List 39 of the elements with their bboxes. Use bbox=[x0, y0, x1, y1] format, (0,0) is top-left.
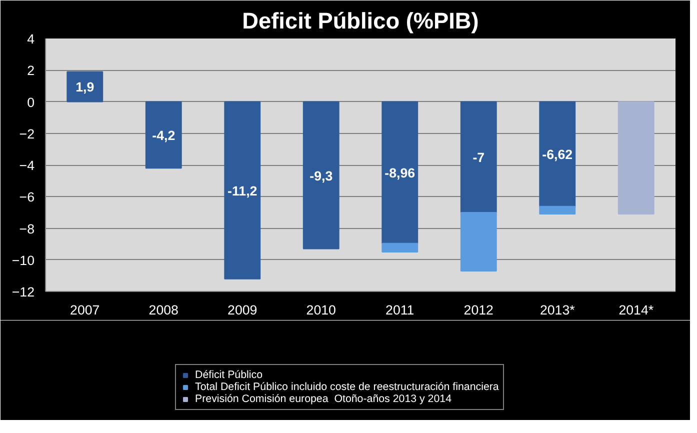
x-tick-label: 2014* bbox=[618, 302, 654, 318]
data-label: -4,2 bbox=[152, 128, 176, 143]
x-tick-label: 2008 bbox=[148, 302, 178, 318]
y-tick-label: 4 bbox=[27, 32, 36, 46]
data-label: -7 bbox=[472, 150, 485, 166]
data-label: -11,2 bbox=[228, 183, 258, 198]
bar bbox=[302, 101, 340, 250]
data-label: 1,9 bbox=[76, 80, 94, 95]
bar bbox=[145, 101, 182, 169]
y-tick-label: −10 bbox=[12, 252, 34, 268]
y-tick-label: 2 bbox=[27, 63, 35, 78]
legend-label: Total Deficit Público incluido coste de reestructuración financiera bbox=[195, 381, 499, 393]
x-tick-label: 2011 bbox=[386, 302, 414, 318]
data-label: -9,3 bbox=[310, 168, 333, 184]
bar bbox=[539, 206, 576, 215]
legend-label: Déficit Público bbox=[195, 369, 263, 381]
bar bbox=[382, 242, 418, 252]
bar bbox=[224, 101, 261, 280]
x-tick-label: 2012 bbox=[464, 302, 494, 318]
y-tick-label: −4 bbox=[19, 158, 36, 173]
y-tick-label: −12 bbox=[12, 284, 34, 300]
bar bbox=[460, 212, 497, 272]
bar bbox=[382, 101, 418, 244]
data-label: -8,96 bbox=[384, 166, 416, 181]
bar bbox=[618, 101, 654, 215]
x-tick-label: 2007 bbox=[70, 302, 100, 318]
x-tick-label: 2009 bbox=[228, 302, 258, 318]
bar bbox=[539, 101, 576, 207]
y-tick-label: 0 bbox=[27, 94, 35, 110]
y-tick-label: −6 bbox=[19, 190, 35, 205]
bar bbox=[460, 101, 497, 213]
legend-label: Previsión Comisión europea Otoño-años 2013 y 2014 bbox=[195, 393, 452, 405]
x-tick-label: 2013* bbox=[540, 302, 575, 318]
x-tick-label: 2010 bbox=[306, 302, 336, 318]
data-label: -6,62 bbox=[542, 147, 573, 162]
y-tick-label: −8 bbox=[19, 221, 35, 236]
bar bbox=[66, 71, 104, 102]
y-tick-label: −2 bbox=[19, 126, 35, 142]
chart-title: Deficit Público (%PIB) bbox=[242, 8, 479, 34]
